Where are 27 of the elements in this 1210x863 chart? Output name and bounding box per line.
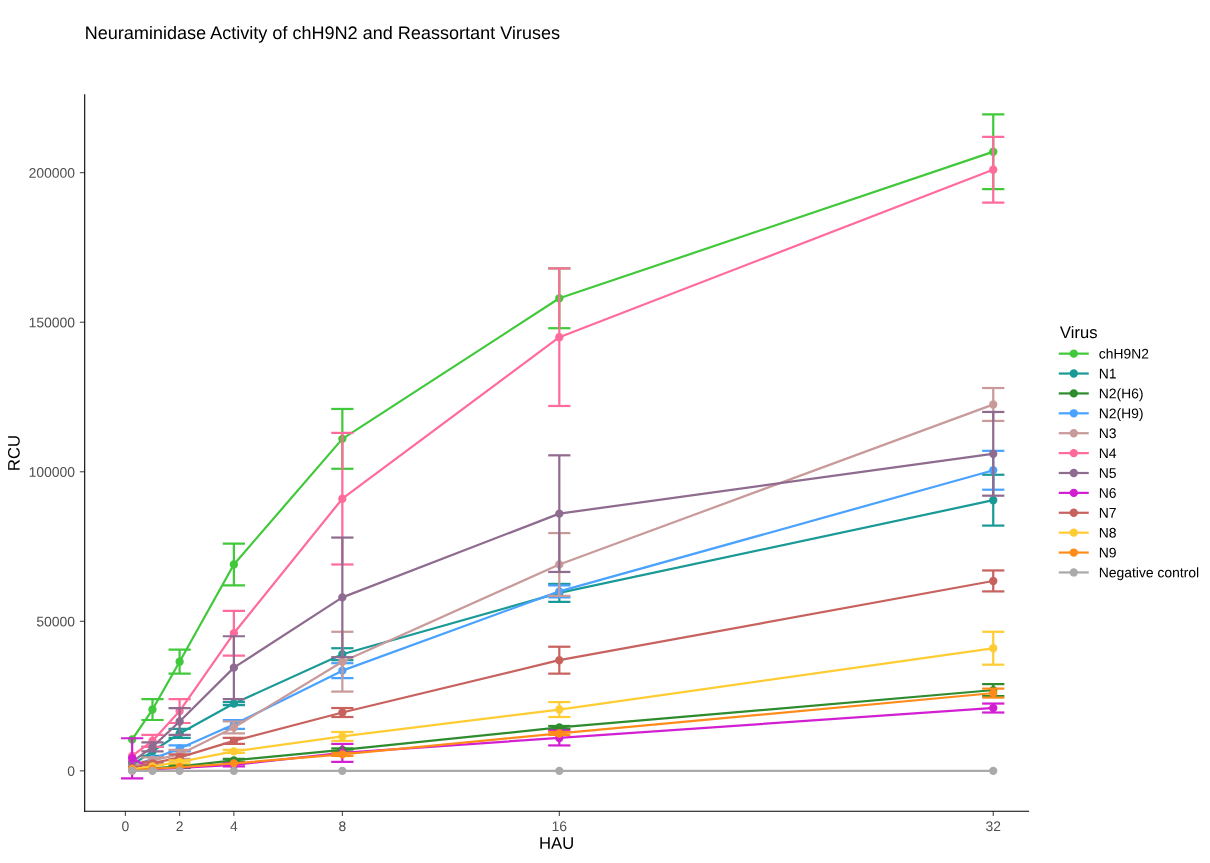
y-tick-label: 0: [67, 766, 75, 777]
legend-label: N8: [1099, 527, 1116, 538]
y-tick-label: 100000: [29, 467, 75, 477]
chart-title: Neuraminidase Activity of chH9N2 and Reassortant Viruses: [86, 25, 560, 43]
x-tick-label: 8: [339, 821, 346, 832]
legend-label: N2(H6): [1099, 388, 1143, 402]
legend-label: N3: [1099, 428, 1116, 439]
legend-label: N9: [1099, 547, 1116, 558]
legend-label: chH9N2: [1099, 348, 1149, 359]
legend-label: N7: [1099, 508, 1116, 518]
y-axis-title: RCU: [7, 436, 20, 470]
legend-label: N6: [1099, 488, 1116, 498]
legend-label: N5: [1099, 468, 1116, 478]
x-tick-label: 16: [552, 821, 567, 832]
x-tick-label: 2: [176, 821, 183, 832]
x-tick-label: 0: [122, 821, 129, 832]
legend-label: Negative control: [1099, 567, 1199, 581]
y-tick-label: 200000: [29, 168, 75, 178]
x-tick-label: 32: [986, 821, 1001, 832]
legend-title: Virus: [1059, 325, 1097, 339]
x-axis-title: HAU: [540, 837, 573, 849]
x-tick-label: 4: [230, 821, 238, 832]
y-tick-label: 150000: [29, 317, 75, 328]
legend-label: N1: [1099, 368, 1116, 379]
y-tick-label: 50000: [36, 616, 75, 627]
legend-label: N2(H9): [1099, 408, 1143, 422]
legend-label: N4: [1099, 448, 1117, 458]
